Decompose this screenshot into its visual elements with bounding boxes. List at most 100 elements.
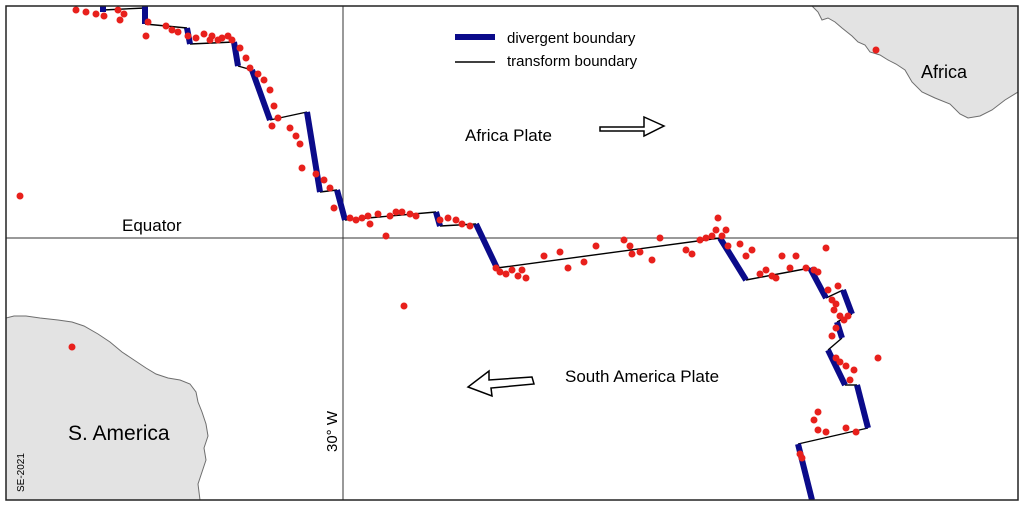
divergent-segment [840,288,855,316]
africa-landmass [811,6,1018,119]
divergent-boundaries [100,6,871,500]
earthquake-dot [736,240,744,248]
earthquake-dot [822,244,830,252]
earthquake-dot [842,424,850,432]
divergent-segment [249,68,273,122]
earthquake-dot [540,252,548,260]
earthquake-dot [822,428,830,436]
earthquake-dot [82,8,90,16]
earthquake-dot [722,226,730,234]
divergent-segment [717,236,749,282]
earthquake-dot [218,34,226,42]
earthquake-dot [412,212,420,220]
earthquake-dot [382,232,390,240]
transform-segment [102,7,146,11]
earthquake-dot [708,232,716,240]
divergent-segment [334,189,348,221]
earthquake-dot [518,266,526,274]
earthquake-dot [242,54,250,62]
earthquake-dot [174,28,182,36]
earthquake-dot [466,222,474,230]
earthquake-dot [702,234,710,242]
earthquake-dot [814,426,822,434]
earthquake-dot [874,354,882,362]
meridian-label: 30° W [324,410,341,452]
earthquake-dot [406,210,414,218]
earthquake-dot [696,236,704,244]
earthquake-dot [682,246,690,254]
earthquake-dot [352,216,360,224]
south-america-plate-label: South America Plate [565,367,719,386]
earthquake-dot [810,416,818,424]
earthquake-dot [200,30,208,38]
south-america-label: S. America [68,422,170,445]
transform-segment [189,41,235,45]
earthquake-dot [458,220,466,228]
earthquake-dot [100,12,108,20]
africa-label: Africa [921,62,968,82]
earthquake-dot [400,302,408,310]
earthquake-dot [192,34,200,42]
earthquake-dot [824,286,832,294]
earthquake-dot [320,176,328,184]
earthquake-dot [444,214,452,222]
earthquake-dot [236,44,244,52]
earthquake-dot [16,192,24,200]
earthquake-dot [748,246,756,254]
earthquake-dot [834,282,842,290]
south-america-landmass [6,315,209,500]
earthquake-dot [718,232,726,240]
earthquake-dot [120,10,128,18]
earthquake-dot [92,10,100,18]
earthquake-dot [636,248,644,256]
earthquake-dot [270,102,278,110]
earthquake-dot [832,324,840,332]
earthquake-dot [846,376,854,384]
transform-segment [745,267,811,281]
earthquake-dot [298,164,306,172]
earthquake-dot [398,208,406,216]
south-america-plate-arrow-icon [466,369,535,398]
earthquake-dot [260,76,268,84]
credit-label: SE-2021 [16,453,27,492]
earthquake-dot [724,242,732,250]
earthquake-dot [228,36,236,44]
earthquake-dot [556,248,564,256]
earthquake-dot [714,214,722,222]
earthquake-dot [626,242,634,250]
transform-segment [496,237,721,269]
earthquake-dot [832,300,840,308]
earthquake-dot [802,264,810,272]
divergent-segment [304,111,323,193]
legend: divergent boundary transform boundary [455,30,638,70]
earthquake-dot [72,6,80,14]
earthquake-dot [292,132,300,140]
map-frame [5,5,1019,501]
earthquake-dot [254,70,262,78]
transform-segment [825,289,844,299]
earthquake-dot [358,214,366,222]
earthquake-dot [496,268,504,276]
earthquake-dot [852,428,860,436]
earthquake-dot [142,32,150,40]
earthquake-dot [850,366,858,374]
earthquake-dot [796,450,804,458]
earthquake-dot [374,210,382,218]
earthquake-dot [814,408,822,416]
legend-transform-label: transform boundary [507,53,638,70]
earthquake-dot [386,212,394,220]
earthquake-dot [274,114,282,122]
divergent-segment [834,321,845,339]
earthquake-dot [814,268,822,276]
earthquake-dot [842,362,850,370]
equator-label: Equator [122,216,182,235]
earthquake-dot [792,252,800,260]
divergent-segment [854,384,871,429]
earthquake-dot [648,256,656,264]
earthquake-dot [508,266,516,274]
earthquake-dot [184,32,192,40]
earthquake-dot [392,208,400,216]
earthquake-dot [452,216,460,224]
